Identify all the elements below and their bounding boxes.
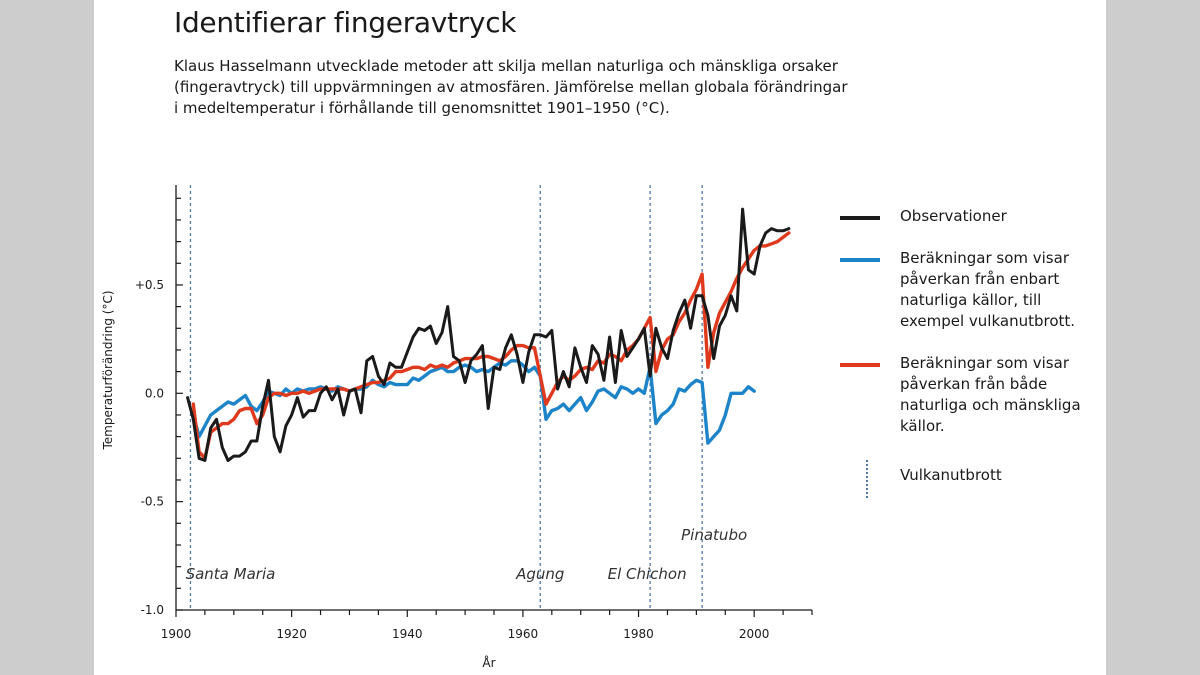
series-line-observed bbox=[186, 207, 791, 462]
legend-swatch-combined bbox=[840, 363, 880, 367]
x-axis-label: År bbox=[482, 655, 495, 670]
x-tick-label: 1940 bbox=[392, 627, 423, 641]
legend-label-combined: Beräkningar som visar påverkan från både… bbox=[900, 354, 1081, 435]
chart-title: Identifierar fingeravtryck bbox=[174, 6, 517, 39]
legend-label-observed: Observationer bbox=[900, 207, 1007, 225]
legend-label-natural: Beräkningar som visar påverkan från enba… bbox=[900, 249, 1076, 330]
legend-swatch-volcano bbox=[866, 460, 868, 498]
series-line-combined bbox=[191, 231, 791, 460]
legend-swatch-natural bbox=[840, 258, 880, 262]
axes: +0.5 0.0 -0.5 -1.0 1900 1920 1940 1960 1980 2000 bbox=[135, 185, 813, 641]
y-tick-label: -0.5 bbox=[141, 495, 164, 509]
x-tick-label: 1960 bbox=[508, 627, 539, 641]
legend-item-natural: Beräkningar som visar påverkan från enba… bbox=[840, 248, 1100, 332]
x-tick-label: 2000 bbox=[739, 627, 770, 641]
legend-label-volcano: Vulkanutbrott bbox=[900, 466, 1002, 484]
x-tick-label: 1900 bbox=[161, 627, 192, 641]
y-tick-label: +0.5 bbox=[135, 278, 164, 292]
y-tick-label: -1.0 bbox=[141, 603, 164, 617]
series-line-natural bbox=[191, 359, 756, 445]
legend-item-combined: Beräkningar som visar påverkan från både… bbox=[840, 353, 1100, 437]
volcano-label: Santa Maria bbox=[186, 565, 276, 583]
x-tick-label: 1980 bbox=[623, 627, 654, 641]
volcano-label: El Chichon bbox=[608, 565, 687, 583]
labels: År Temperaturförändring (°C) Santa Maria… bbox=[101, 290, 747, 670]
chart-subtitle: Klaus Hasselmann utvecklade metoder att … bbox=[174, 57, 848, 117]
series-lines bbox=[186, 207, 791, 462]
legend-item-observed: Observationer bbox=[840, 206, 1100, 227]
legend-swatch-observed bbox=[840, 216, 880, 220]
y-axis-label: Temperaturförändring (°C) bbox=[101, 290, 115, 450]
volcano-label: Pinatubo bbox=[681, 526, 747, 544]
legend-item-volcano: Vulkanutbrott bbox=[840, 458, 1100, 498]
legend: Observationer Beräkningar som visar påve… bbox=[840, 206, 1100, 507]
x-tick-label: 1920 bbox=[276, 627, 307, 641]
y-tick-label: 0.0 bbox=[145, 386, 164, 400]
figure-panel: Identifierar fingeravtryck Klaus Hasselm… bbox=[94, 0, 1106, 675]
volcano-label: Agung bbox=[515, 565, 564, 583]
